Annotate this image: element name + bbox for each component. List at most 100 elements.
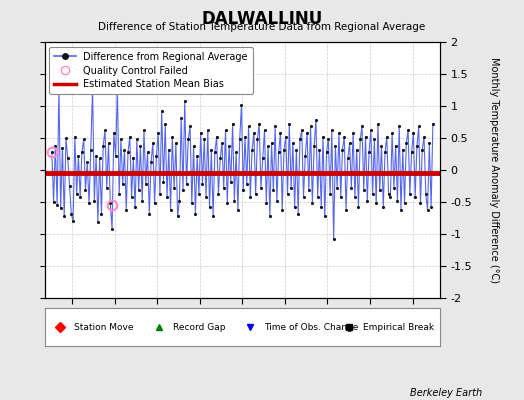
Point — [301, 153, 310, 159]
Point — [170, 185, 178, 191]
Text: Berkeley Earth: Berkeley Earth — [410, 388, 482, 398]
Point — [112, 153, 120, 159]
Point — [321, 213, 329, 219]
Point — [195, 191, 203, 198]
Point — [383, 134, 391, 140]
Point — [358, 123, 366, 130]
Point — [182, 181, 191, 187]
Point — [186, 123, 194, 130]
Point — [133, 136, 141, 142]
Point — [280, 146, 288, 153]
Point — [141, 181, 150, 187]
Point — [230, 198, 238, 204]
Point — [97, 210, 106, 217]
Point — [246, 194, 255, 200]
Point — [322, 149, 331, 155]
Point — [359, 187, 368, 194]
Point — [290, 204, 299, 210]
Point — [260, 127, 269, 134]
Point — [303, 130, 311, 136]
Point — [147, 159, 155, 166]
Point — [281, 134, 290, 140]
Point — [53, 202, 61, 208]
Point — [72, 191, 81, 198]
Point — [333, 185, 341, 191]
Point — [232, 149, 241, 155]
Point — [345, 140, 354, 146]
Point — [184, 136, 192, 142]
Point — [205, 204, 214, 210]
Point — [221, 127, 230, 134]
Point — [159, 178, 168, 185]
Point — [411, 194, 419, 200]
Point — [67, 210, 75, 217]
Point — [365, 149, 373, 155]
Point — [218, 140, 226, 146]
Point — [271, 123, 279, 130]
Text: DALWALLINU: DALWALLINU — [201, 10, 323, 28]
Point — [223, 200, 232, 206]
Point — [397, 206, 405, 213]
Point — [188, 200, 196, 206]
Point — [58, 144, 67, 151]
Point — [48, 149, 56, 155]
Point — [386, 194, 395, 200]
Point — [78, 149, 86, 155]
Point — [269, 187, 278, 194]
Point — [200, 136, 209, 142]
Point — [57, 205, 65, 212]
Point — [381, 149, 389, 155]
Point — [117, 136, 125, 142]
Point — [163, 194, 171, 200]
Point — [179, 187, 187, 194]
Point — [138, 198, 146, 204]
Point — [393, 198, 401, 204]
Point — [408, 149, 416, 155]
Point — [257, 185, 265, 191]
Point — [283, 191, 292, 198]
Point — [299, 194, 308, 200]
Point — [89, 85, 97, 91]
Point — [399, 146, 407, 153]
Point — [328, 127, 336, 134]
Point — [173, 213, 182, 219]
Text: Time of Obs. Change: Time of Obs. Change — [264, 322, 358, 332]
Point — [406, 191, 414, 198]
Point — [83, 159, 92, 166]
Point — [372, 200, 380, 206]
Point — [285, 121, 293, 127]
Point — [368, 191, 377, 198]
Point — [278, 206, 287, 213]
Point — [287, 185, 296, 191]
Point — [76, 194, 84, 200]
Point — [168, 134, 177, 140]
Point — [340, 134, 348, 140]
Point — [275, 149, 283, 155]
Point — [427, 204, 435, 210]
Point — [81, 187, 90, 194]
Point — [276, 130, 285, 136]
Point — [239, 187, 247, 194]
Point — [377, 142, 386, 149]
Point — [422, 191, 430, 198]
Point — [101, 127, 109, 134]
Point — [356, 136, 364, 142]
Point — [237, 102, 246, 108]
Point — [225, 142, 233, 149]
Point — [122, 206, 130, 213]
Point — [404, 127, 412, 134]
Point — [69, 218, 77, 224]
Point — [110, 130, 118, 136]
Point — [307, 123, 315, 130]
Point — [212, 134, 221, 140]
Point — [235, 136, 244, 142]
Point — [313, 194, 322, 200]
Point — [71, 134, 79, 140]
Point — [158, 108, 166, 114]
Point — [177, 114, 185, 121]
Point — [253, 136, 261, 142]
Point — [135, 187, 143, 194]
Point — [136, 142, 145, 149]
Point — [367, 127, 375, 134]
Point — [121, 146, 129, 153]
